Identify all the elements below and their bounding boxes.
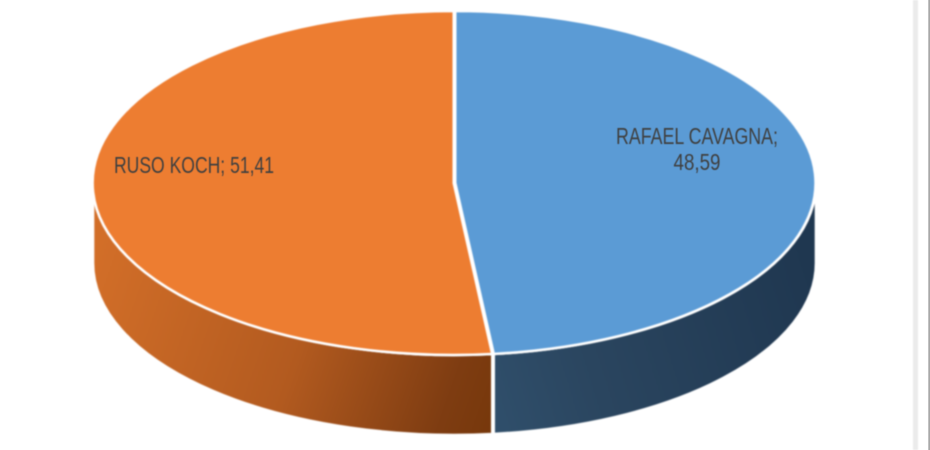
svg-text:48,59: 48,59 [674,149,721,175]
svg-text:RUSO KOCH; 51,41: RUSO KOCH; 51,41 [114,152,274,178]
svg-text:RAFAEL CAVAGNA;: RAFAEL CAVAGNA; [616,123,778,149]
